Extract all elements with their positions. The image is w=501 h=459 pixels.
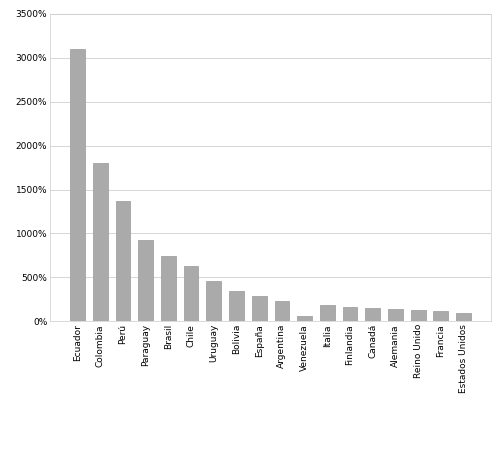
Bar [456,313,471,321]
Bar [161,256,176,321]
Bar [388,308,403,321]
Bar [70,49,85,321]
Bar [138,241,153,321]
Bar [433,311,448,321]
Bar [275,301,289,321]
Bar [206,281,221,321]
Bar [365,308,380,321]
Bar [93,163,108,321]
Bar [116,201,130,321]
Bar [229,291,244,321]
Bar [297,316,312,321]
Bar [320,305,335,321]
Bar [252,296,267,321]
Bar [343,307,357,321]
Bar [411,310,425,321]
Bar [184,266,198,321]
